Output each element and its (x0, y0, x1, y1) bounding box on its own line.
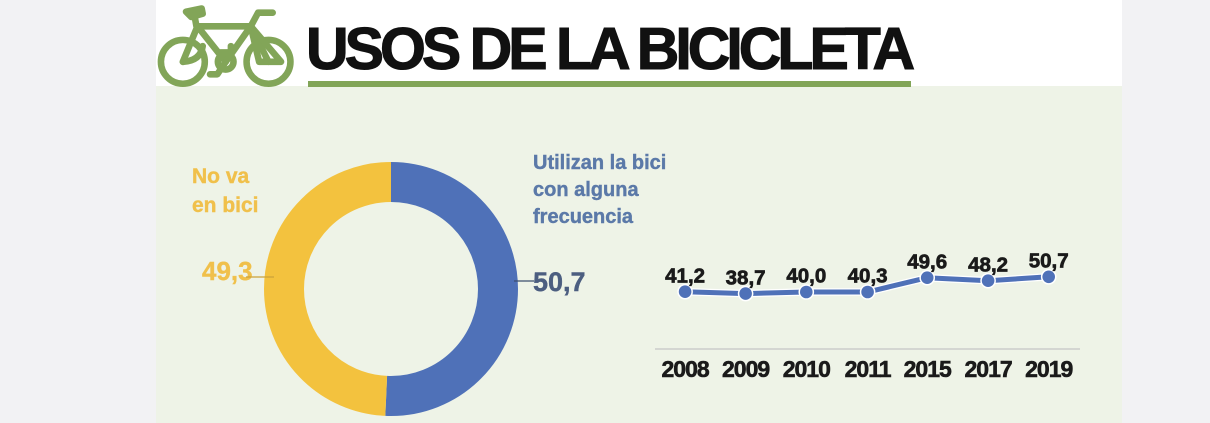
svg-text:2019: 2019 (1025, 356, 1072, 382)
svg-text:49,6: 49,6 (907, 251, 947, 274)
svg-text:2008: 2008 (662, 356, 710, 382)
svg-text:2015: 2015 (904, 356, 952, 382)
svg-text:41,2: 41,2 (665, 265, 705, 288)
svg-text:2009: 2009 (722, 356, 769, 382)
svg-text:48,2: 48,2 (968, 254, 1008, 277)
svg-text:50,7: 50,7 (1029, 250, 1069, 273)
svg-text:2017: 2017 (965, 356, 1012, 382)
svg-text:2010: 2010 (783, 356, 830, 382)
svg-text:2011: 2011 (845, 356, 892, 382)
svg-text:38,7: 38,7 (726, 267, 766, 290)
svg-text:40,3: 40,3 (848, 265, 888, 288)
svg-text:40,0: 40,0 (786, 265, 826, 288)
